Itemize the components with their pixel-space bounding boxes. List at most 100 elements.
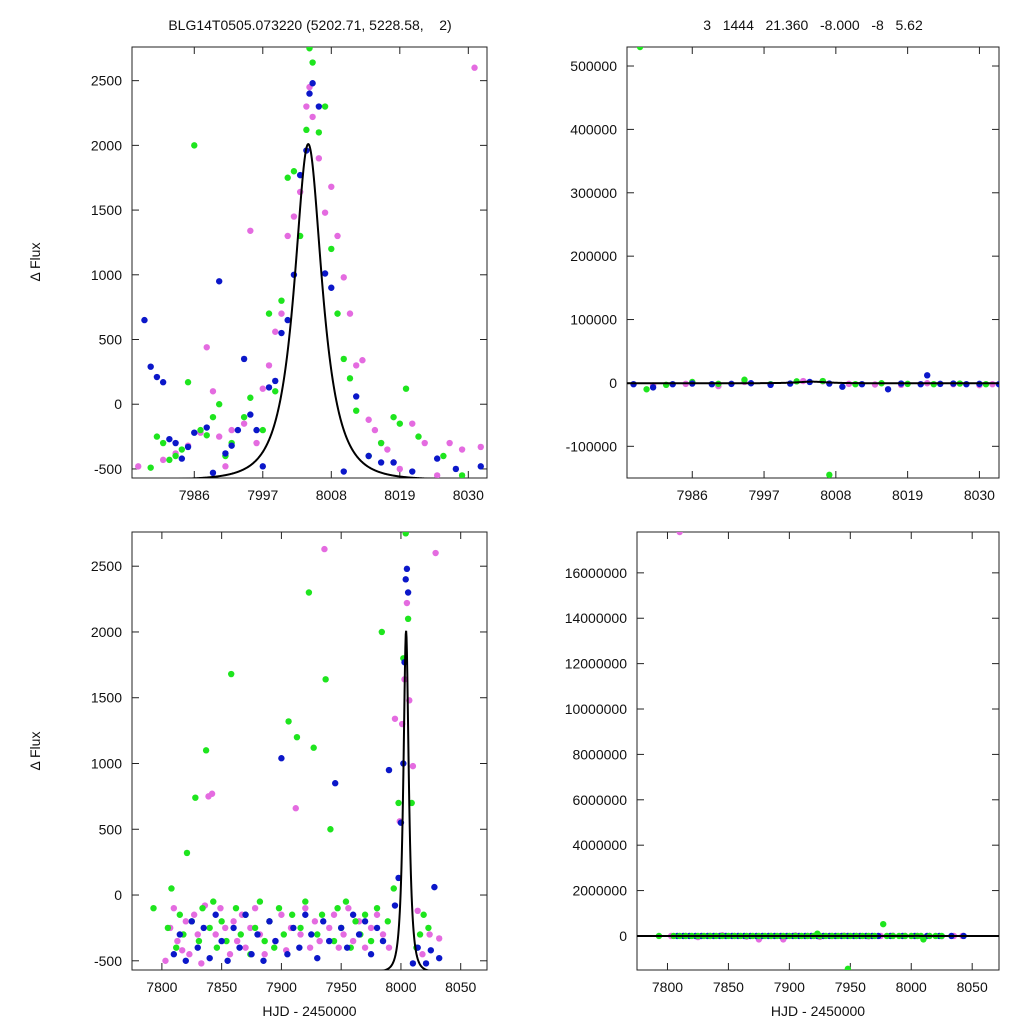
data-point-blue	[477, 463, 484, 470]
data-point-green	[327, 826, 334, 833]
data-point-blue	[212, 911, 219, 918]
data-point-green	[215, 401, 223, 408]
data-point-blue	[328, 284, 335, 291]
y-tick-label: 1000	[91, 267, 122, 283]
data-point-green	[240, 413, 248, 421]
data-point-blue	[390, 459, 397, 466]
data-point-green	[367, 937, 375, 945]
data-point-magenta	[396, 465, 404, 473]
data-point-magenta	[259, 385, 266, 392]
data-point-magenta	[315, 155, 323, 162]
data-point-blue	[431, 883, 438, 891]
data-point-blue	[176, 931, 184, 938]
data-point-green	[203, 432, 210, 439]
data-point-blue	[377, 459, 385, 466]
x-tick-label: 7900	[266, 979, 297, 995]
y-tick-label: 4000000	[572, 837, 627, 853]
data-point-green	[192, 794, 199, 801]
data-point-blue	[309, 80, 316, 87]
data-point-green	[247, 394, 254, 401]
data-point-magenta	[361, 944, 369, 951]
data-point-blue	[379, 937, 387, 945]
panel-bottom-right-full: 7800 7850 7900 7950 8000 8050 0 2000000 4000000 6…	[565, 531, 1000, 1019]
data-point-blue	[248, 951, 255, 958]
data-point-blue	[182, 957, 189, 964]
data-point-magenta	[222, 463, 229, 470]
y-tick-label: 2000000	[572, 883, 627, 899]
data-point-blue	[159, 379, 167, 386]
data-point-blue	[308, 931, 315, 938]
data-point-magenta	[328, 183, 335, 190]
data-point-magenta	[290, 213, 298, 220]
data-point-green	[361, 911, 369, 918]
data-point-blue	[209, 469, 217, 477]
data-point-magenta	[421, 439, 428, 447]
y-tick-label: 6000000	[572, 792, 627, 808]
y-tick-label: 500	[99, 332, 123, 348]
data-point-magenta	[321, 209, 329, 216]
data-point-magenta	[292, 805, 299, 812]
data-point-blue	[266, 918, 273, 925]
data-point-blue	[924, 372, 931, 379]
data-point-magenta	[379, 931, 387, 938]
data-point-green	[395, 799, 402, 807]
data-point-blue	[153, 373, 161, 381]
data-point-blue	[218, 937, 225, 945]
data-point-magenta	[371, 426, 379, 434]
y-tick-label: 2000	[91, 624, 122, 640]
data-point-green	[322, 676, 329, 683]
data-point-blue	[200, 924, 207, 932]
data-point-magenta	[346, 310, 354, 317]
data-point-blue	[272, 377, 279, 385]
data-point-blue	[254, 931, 261, 938]
data-point-green	[852, 380, 859, 388]
data-point-magenta	[330, 911, 338, 918]
data-point-magenta	[403, 599, 411, 607]
data-point-green	[636, 47, 644, 51]
data-point-green	[378, 628, 386, 636]
plot-frame	[131, 46, 488, 479]
data-point-magenta	[278, 310, 285, 317]
data-point-blue	[141, 316, 148, 324]
data-point-blue	[402, 576, 409, 583]
data-point-magenta	[432, 549, 439, 557]
data-point-blue	[314, 954, 321, 962]
data-point-green	[153, 433, 161, 440]
data-point-blue	[337, 924, 345, 932]
data-point-blue	[385, 766, 393, 774]
data-point-blue	[433, 455, 441, 462]
data-point-blue	[649, 384, 657, 391]
data-point-green	[256, 898, 264, 905]
data-point-magenta	[335, 944, 342, 951]
data-point-green	[306, 47, 313, 52]
data-point-magenta	[272, 328, 279, 335]
data-point-blue	[365, 452, 372, 460]
x-tick-label: 7800	[146, 979, 177, 995]
model-curve	[176, 142, 441, 478]
plot-frame	[626, 46, 1000, 479]
x-tick-label: 8019	[892, 487, 923, 503]
data-point-green	[147, 464, 154, 471]
x-tick-label: 8019	[384, 487, 415, 503]
data-point-green	[164, 924, 172, 932]
data-point-green	[416, 931, 424, 938]
data-point-blue	[206, 954, 213, 962]
data-point-green	[334, 904, 341, 912]
x-tick-label: 7997	[247, 487, 278, 503]
data-point-green	[741, 376, 748, 383]
data-point-green	[232, 904, 240, 912]
y-tick-label: 0	[619, 928, 627, 944]
data-point-magenta	[251, 904, 259, 912]
x-tick-label: 7850	[206, 979, 237, 995]
data-point-magenta	[433, 472, 441, 478]
data-point-magenta	[311, 918, 319, 925]
x-tick-label: 7950	[835, 979, 866, 995]
data-point-magenta	[297, 931, 304, 938]
data-point-magenta	[477, 443, 484, 451]
y-tick-label: 14000000	[565, 610, 628, 626]
y-tick-label: 1500	[91, 690, 122, 706]
data-point-blue	[340, 468, 347, 475]
data-point-green	[334, 310, 341, 317]
data-point-green	[288, 911, 296, 918]
data-point-magenta	[179, 947, 186, 954]
